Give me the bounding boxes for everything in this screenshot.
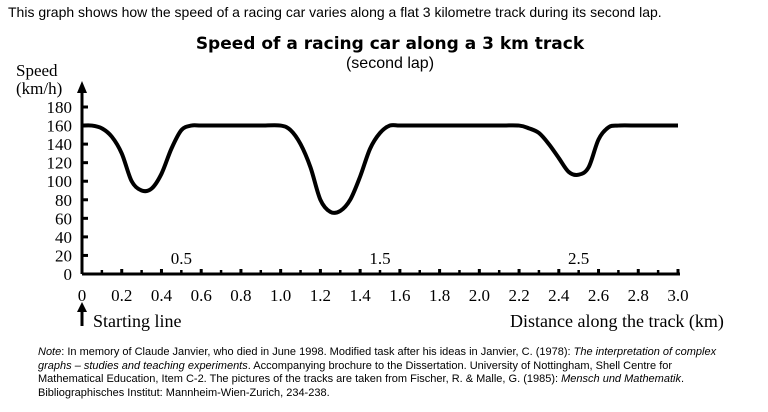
x-tick-label: 2.6 [588, 286, 609, 305]
x-tick-label: 2.4 [548, 286, 570, 305]
x-tick-label: 2.0 [469, 286, 490, 305]
note-text-3: . Bibliographisches Institut: Mannheim-W… [38, 373, 685, 399]
x-tick-label: 2.8 [628, 286, 649, 305]
x-tick-label: 3.0 [667, 286, 688, 305]
y-tick-label: 120 [47, 154, 73, 173]
starting-line-label: Starting line [93, 311, 182, 331]
note-italic-1: The interpretation of complex graphs – s… [38, 346, 717, 372]
y-tick-label: 180 [47, 98, 73, 117]
x-tick-label: 0.6 [191, 286, 212, 305]
km-marker-label: 0.5 [171, 249, 192, 268]
y-tick-label: 0 [64, 265, 73, 284]
note-text-1: : In memory of Claude Janvier, who died … [61, 346, 574, 358]
km-marker-label: 1.5 [369, 249, 390, 268]
x-tick-label: 2.2 [508, 286, 529, 305]
x-tick-label: 0.2 [111, 286, 132, 305]
note-italic-2: Mensch und Mathematik [561, 373, 681, 385]
note-text-2: . Accompanying brochure to the Dissertat… [38, 359, 673, 386]
x-axis-label: Distance along the track (km) [510, 311, 724, 331]
x-tick-label: 1.8 [429, 286, 450, 305]
x-tick-label: 0 [78, 286, 87, 305]
x-tick-label: 1.6 [389, 286, 410, 305]
x-tick-label: 0.8 [230, 286, 251, 305]
note-label: Note [38, 346, 62, 358]
intro-text: This graph shows how the speed of a raci… [8, 4, 662, 20]
x-tick-label: 0.4 [151, 286, 173, 305]
y-tick-label: 20 [55, 246, 72, 265]
y-tick-label: 60 [55, 209, 72, 228]
x-tick-label: 1.0 [270, 286, 291, 305]
y-axis-label-line2: (km/h) [16, 79, 63, 98]
y-axis-label: Speed (km/h) [16, 62, 62, 98]
y-tick-label: 140 [47, 135, 73, 154]
x-tick-label: 1.4 [350, 286, 372, 305]
speed-curve [81, 123, 678, 215]
km-marker-label: 2.5 [568, 249, 589, 268]
y-tick-label: 80 [55, 191, 72, 210]
y-tick-label: 160 [47, 117, 73, 136]
y-tick-label: 40 [55, 228, 72, 247]
chart-subtitle: (second lap) [345, 55, 435, 72]
starting-line-arrow-head [77, 302, 87, 312]
x-tick-label: 1.2 [310, 286, 331, 305]
y-tick-label: 100 [47, 172, 73, 191]
y-axis-arrow [77, 81, 87, 93]
source-note: Note: In memory of Claude Janvier, who d… [38, 346, 728, 400]
y-axis-label-line1: Speed [16, 61, 58, 80]
chart-title: Speed of a racing car along a 3 km track [195, 34, 585, 54]
